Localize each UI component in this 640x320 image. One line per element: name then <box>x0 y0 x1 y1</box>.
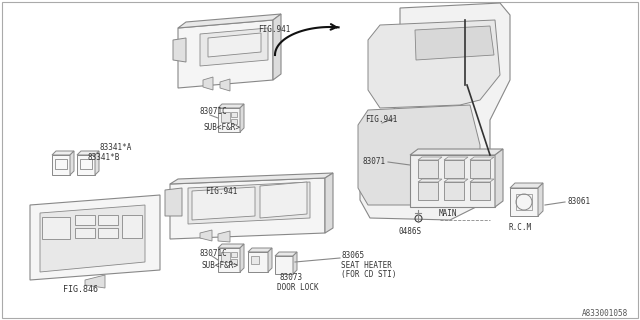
Polygon shape <box>444 157 468 160</box>
Bar <box>75 215 95 225</box>
Polygon shape <box>218 231 230 242</box>
Polygon shape <box>40 205 145 272</box>
Text: SEAT HEATER: SEAT HEATER <box>341 260 392 269</box>
Bar <box>221 112 230 122</box>
Polygon shape <box>77 151 99 155</box>
Bar <box>98 228 118 238</box>
Polygon shape <box>192 187 255 220</box>
Bar <box>251 256 259 264</box>
Polygon shape <box>95 151 99 175</box>
Text: 83073: 83073 <box>280 274 303 283</box>
Polygon shape <box>275 252 297 256</box>
Text: FIG.941: FIG.941 <box>205 188 237 196</box>
Polygon shape <box>358 105 480 205</box>
Polygon shape <box>418 160 438 178</box>
Polygon shape <box>200 230 212 241</box>
Text: 83341*B: 83341*B <box>88 154 120 163</box>
Bar <box>98 215 118 225</box>
Bar <box>75 228 95 238</box>
Polygon shape <box>410 149 503 155</box>
Polygon shape <box>410 155 495 207</box>
Polygon shape <box>495 149 503 207</box>
Text: SUB<F&R>: SUB<F&R> <box>204 123 241 132</box>
Polygon shape <box>444 179 468 182</box>
Text: 83071C: 83071C <box>200 250 228 259</box>
Polygon shape <box>510 183 543 188</box>
Text: FIG.846: FIG.846 <box>63 285 97 294</box>
Text: SUB<F&R>: SUB<F&R> <box>202 261 239 270</box>
Polygon shape <box>418 179 442 182</box>
Polygon shape <box>444 182 464 200</box>
Polygon shape <box>218 104 244 108</box>
Text: 83071C: 83071C <box>200 108 228 116</box>
Bar <box>42 217 70 239</box>
Polygon shape <box>293 252 297 274</box>
Polygon shape <box>240 104 244 132</box>
Polygon shape <box>188 182 310 224</box>
Polygon shape <box>470 160 490 178</box>
Text: 83071: 83071 <box>363 157 386 166</box>
Polygon shape <box>273 14 281 80</box>
Polygon shape <box>85 275 105 288</box>
Bar <box>231 252 237 257</box>
Text: A833001058: A833001058 <box>582 308 628 317</box>
Bar <box>231 119 237 124</box>
Polygon shape <box>325 173 333 233</box>
Polygon shape <box>178 14 281 28</box>
Polygon shape <box>170 178 325 239</box>
Polygon shape <box>218 108 240 132</box>
Polygon shape <box>470 157 494 160</box>
Polygon shape <box>165 188 182 216</box>
Polygon shape <box>538 183 543 216</box>
Polygon shape <box>218 248 240 272</box>
Text: 0486S: 0486S <box>399 228 422 236</box>
Polygon shape <box>208 33 261 57</box>
Polygon shape <box>418 157 442 160</box>
Polygon shape <box>240 244 244 272</box>
Polygon shape <box>268 248 272 272</box>
Text: FIG.941: FIG.941 <box>258 26 291 35</box>
Bar <box>516 194 532 210</box>
Polygon shape <box>52 151 74 155</box>
Polygon shape <box>178 20 273 88</box>
Polygon shape <box>170 173 333 184</box>
Polygon shape <box>248 248 272 252</box>
Polygon shape <box>203 77 213 90</box>
Polygon shape <box>368 20 500 108</box>
Text: FIG.941: FIG.941 <box>365 116 397 124</box>
Polygon shape <box>415 26 494 60</box>
Polygon shape <box>52 155 70 175</box>
Polygon shape <box>70 151 74 175</box>
Polygon shape <box>418 182 438 200</box>
Text: 83061: 83061 <box>567 197 590 206</box>
Polygon shape <box>218 244 244 248</box>
Polygon shape <box>360 3 510 220</box>
Bar <box>221 252 230 262</box>
Text: DOOR LOCK: DOOR LOCK <box>277 283 319 292</box>
Polygon shape <box>77 155 95 175</box>
Polygon shape <box>470 182 490 200</box>
Text: MAIN: MAIN <box>439 209 457 218</box>
Polygon shape <box>30 195 160 280</box>
Text: (FOR CD STI): (FOR CD STI) <box>341 269 397 278</box>
Polygon shape <box>173 38 186 62</box>
Polygon shape <box>444 160 464 178</box>
Bar <box>231 112 237 117</box>
Bar <box>231 259 237 264</box>
Text: 83065: 83065 <box>341 252 364 260</box>
Bar <box>122 215 142 238</box>
Text: 83341*A: 83341*A <box>100 143 132 153</box>
Polygon shape <box>248 252 268 272</box>
Polygon shape <box>470 179 494 182</box>
Polygon shape <box>220 79 230 91</box>
Text: R.C.M: R.C.M <box>508 223 532 233</box>
Polygon shape <box>260 182 307 218</box>
Polygon shape <box>510 188 538 216</box>
Polygon shape <box>200 28 268 66</box>
Polygon shape <box>275 256 293 274</box>
